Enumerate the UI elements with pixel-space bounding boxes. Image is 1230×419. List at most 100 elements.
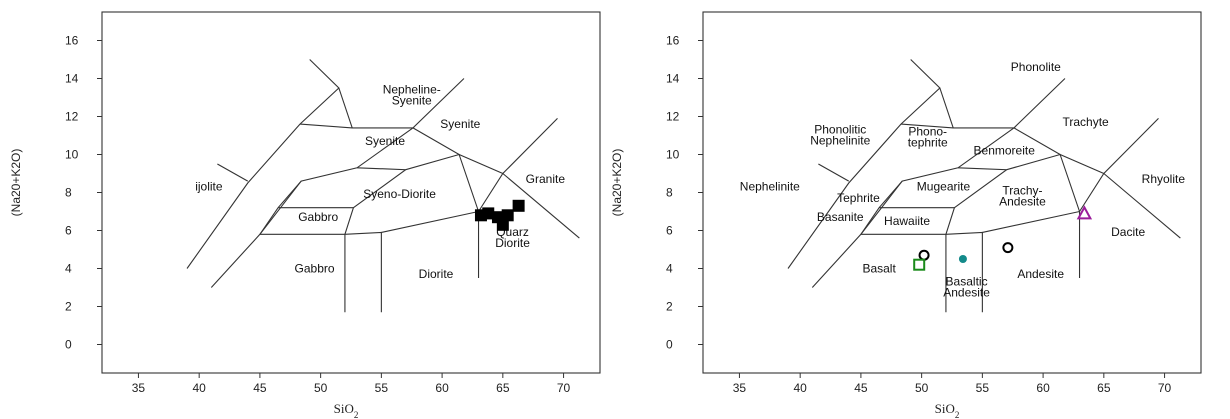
field-label: Tephrite (837, 191, 880, 205)
x-tick-label: 55 (976, 381, 990, 395)
x-tick-label: 50 (915, 381, 929, 395)
field-label: Gabbro (295, 261, 335, 275)
field-label: Dacite (1111, 225, 1145, 239)
field-boundary (259, 180, 302, 235)
field-label: Nepheline-Syenite (383, 83, 441, 108)
y-tick-label: 2 (666, 300, 673, 314)
x-axis-label: SiO2 (334, 401, 359, 419)
field-label: Granite (526, 172, 566, 186)
x-tick-label: 40 (192, 381, 206, 395)
y-tick-label: 2 (65, 300, 72, 314)
field-label: Trachy-Andesite (999, 183, 1046, 208)
y-tick-label: 0 (666, 338, 673, 352)
data-point (958, 255, 967, 263)
data-point (913, 258, 926, 271)
x-tick-label: 70 (1158, 381, 1172, 395)
field-label: Basalt (862, 261, 896, 275)
data-point (482, 207, 495, 220)
field-label: Rhyolite (1142, 172, 1186, 186)
field-boundary (502, 173, 580, 239)
x-tick-label: 50 (314, 381, 328, 395)
field-label: Basaltic Andesite (943, 275, 990, 300)
field-boundaries (787, 59, 1181, 313)
x-tick-label: 55 (375, 381, 389, 395)
field-boundary (939, 87, 954, 129)
x-axis-label: SiO2 (935, 401, 960, 419)
field-label: Syenite (365, 134, 405, 148)
x-tick-label: 65 (496, 381, 510, 395)
x-tick-label: 35 (733, 381, 747, 395)
x-tick-label: 45 (854, 381, 868, 395)
x-tick-label: 45 (253, 381, 267, 395)
series-open-square (913, 258, 926, 271)
y-tick-label: 0 (65, 338, 72, 352)
field-boundary (186, 59, 340, 269)
data-point (496, 218, 509, 231)
y-tick-label: 8 (666, 186, 673, 200)
field-boundary (344, 231, 382, 313)
x-tick-label: 60 (1036, 381, 1050, 395)
field-label: Diorite (419, 267, 454, 281)
field-label: ijolite (195, 180, 223, 194)
y-tick-label: 6 (65, 224, 72, 238)
field-label: Andesite (1017, 267, 1064, 281)
field-label: Hawaiite (884, 214, 930, 228)
x-tick-label: 35 (132, 381, 146, 395)
series-filled-circle (958, 255, 967, 263)
field-boundary (860, 180, 903, 235)
x-tick-label: 65 (1097, 381, 1111, 395)
field-boundary (1013, 127, 1105, 175)
field-label: Syenite (440, 117, 480, 131)
y-tick-label: 14 (666, 72, 680, 86)
y-tick-label: 6 (666, 224, 673, 238)
data-point (918, 249, 930, 261)
field-label: Syeno-Diorite (363, 187, 436, 201)
field-boundary (945, 231, 983, 313)
field-label: Phonolite (1011, 60, 1061, 74)
field-boundary (787, 59, 941, 269)
y-tick-label: 12 (65, 110, 79, 124)
y-axis-label: (Na20+K2O) (9, 149, 23, 217)
x-tick-label: 60 (435, 381, 449, 395)
field-boundary (412, 78, 465, 129)
field-boundary (478, 118, 558, 212)
data-point (501, 209, 514, 222)
field-boundary (405, 153, 480, 212)
y-tick-label: 16 (65, 34, 79, 48)
field-label: Nephelinite (740, 180, 800, 194)
field-label: Phonolitic Nephelinite (810, 123, 870, 148)
field-label: Phono-tephrite (908, 125, 948, 150)
field-boundary (1079, 118, 1159, 212)
field-label: Mugearite (917, 180, 971, 194)
series-open-triangle (1076, 205, 1093, 220)
y-tick-label: 14 (65, 72, 79, 86)
field-label: Basanite (817, 210, 864, 224)
field-boundaries (186, 59, 580, 313)
field-label: Trachyte (1062, 115, 1109, 129)
series-filled-square (474, 199, 525, 231)
field-boundary (1013, 78, 1066, 129)
field-boundary (412, 127, 504, 175)
y-tick-label: 10 (65, 148, 79, 162)
field-boundary (818, 163, 850, 182)
x-tick-label: 70 (557, 381, 571, 395)
y-axis-label: (Na20+K2O) (610, 149, 624, 217)
y-tick-label: 4 (65, 262, 72, 276)
field-label: Benmoreite (974, 144, 1036, 158)
field-boundary (338, 87, 353, 129)
x-tick-label: 40 (793, 381, 807, 395)
y-tick-label: 16 (666, 34, 680, 48)
data-point (1076, 205, 1093, 220)
y-tick-label: 12 (666, 110, 680, 124)
field-boundary (1103, 173, 1181, 239)
data-point (512, 199, 525, 212)
y-tick-label: 10 (666, 148, 680, 162)
tas-chart-2: 35 40 45 50 55 60 65 70 0 2 4 6 8 10 12 14 16 (Na20+K2O) S… (610, 11, 1202, 419)
field-label: Gabbro (298, 210, 338, 224)
y-tick-label: 4 (666, 262, 673, 276)
y-tick-label: 8 (65, 186, 72, 200)
tas-chart-1: 35 40 45 50 55 60 65 70 0 2 4 6 8 10 12 14 16 (Na20+K2O) S… (9, 11, 601, 419)
field-boundary (217, 163, 249, 182)
data-point (1002, 242, 1014, 254)
